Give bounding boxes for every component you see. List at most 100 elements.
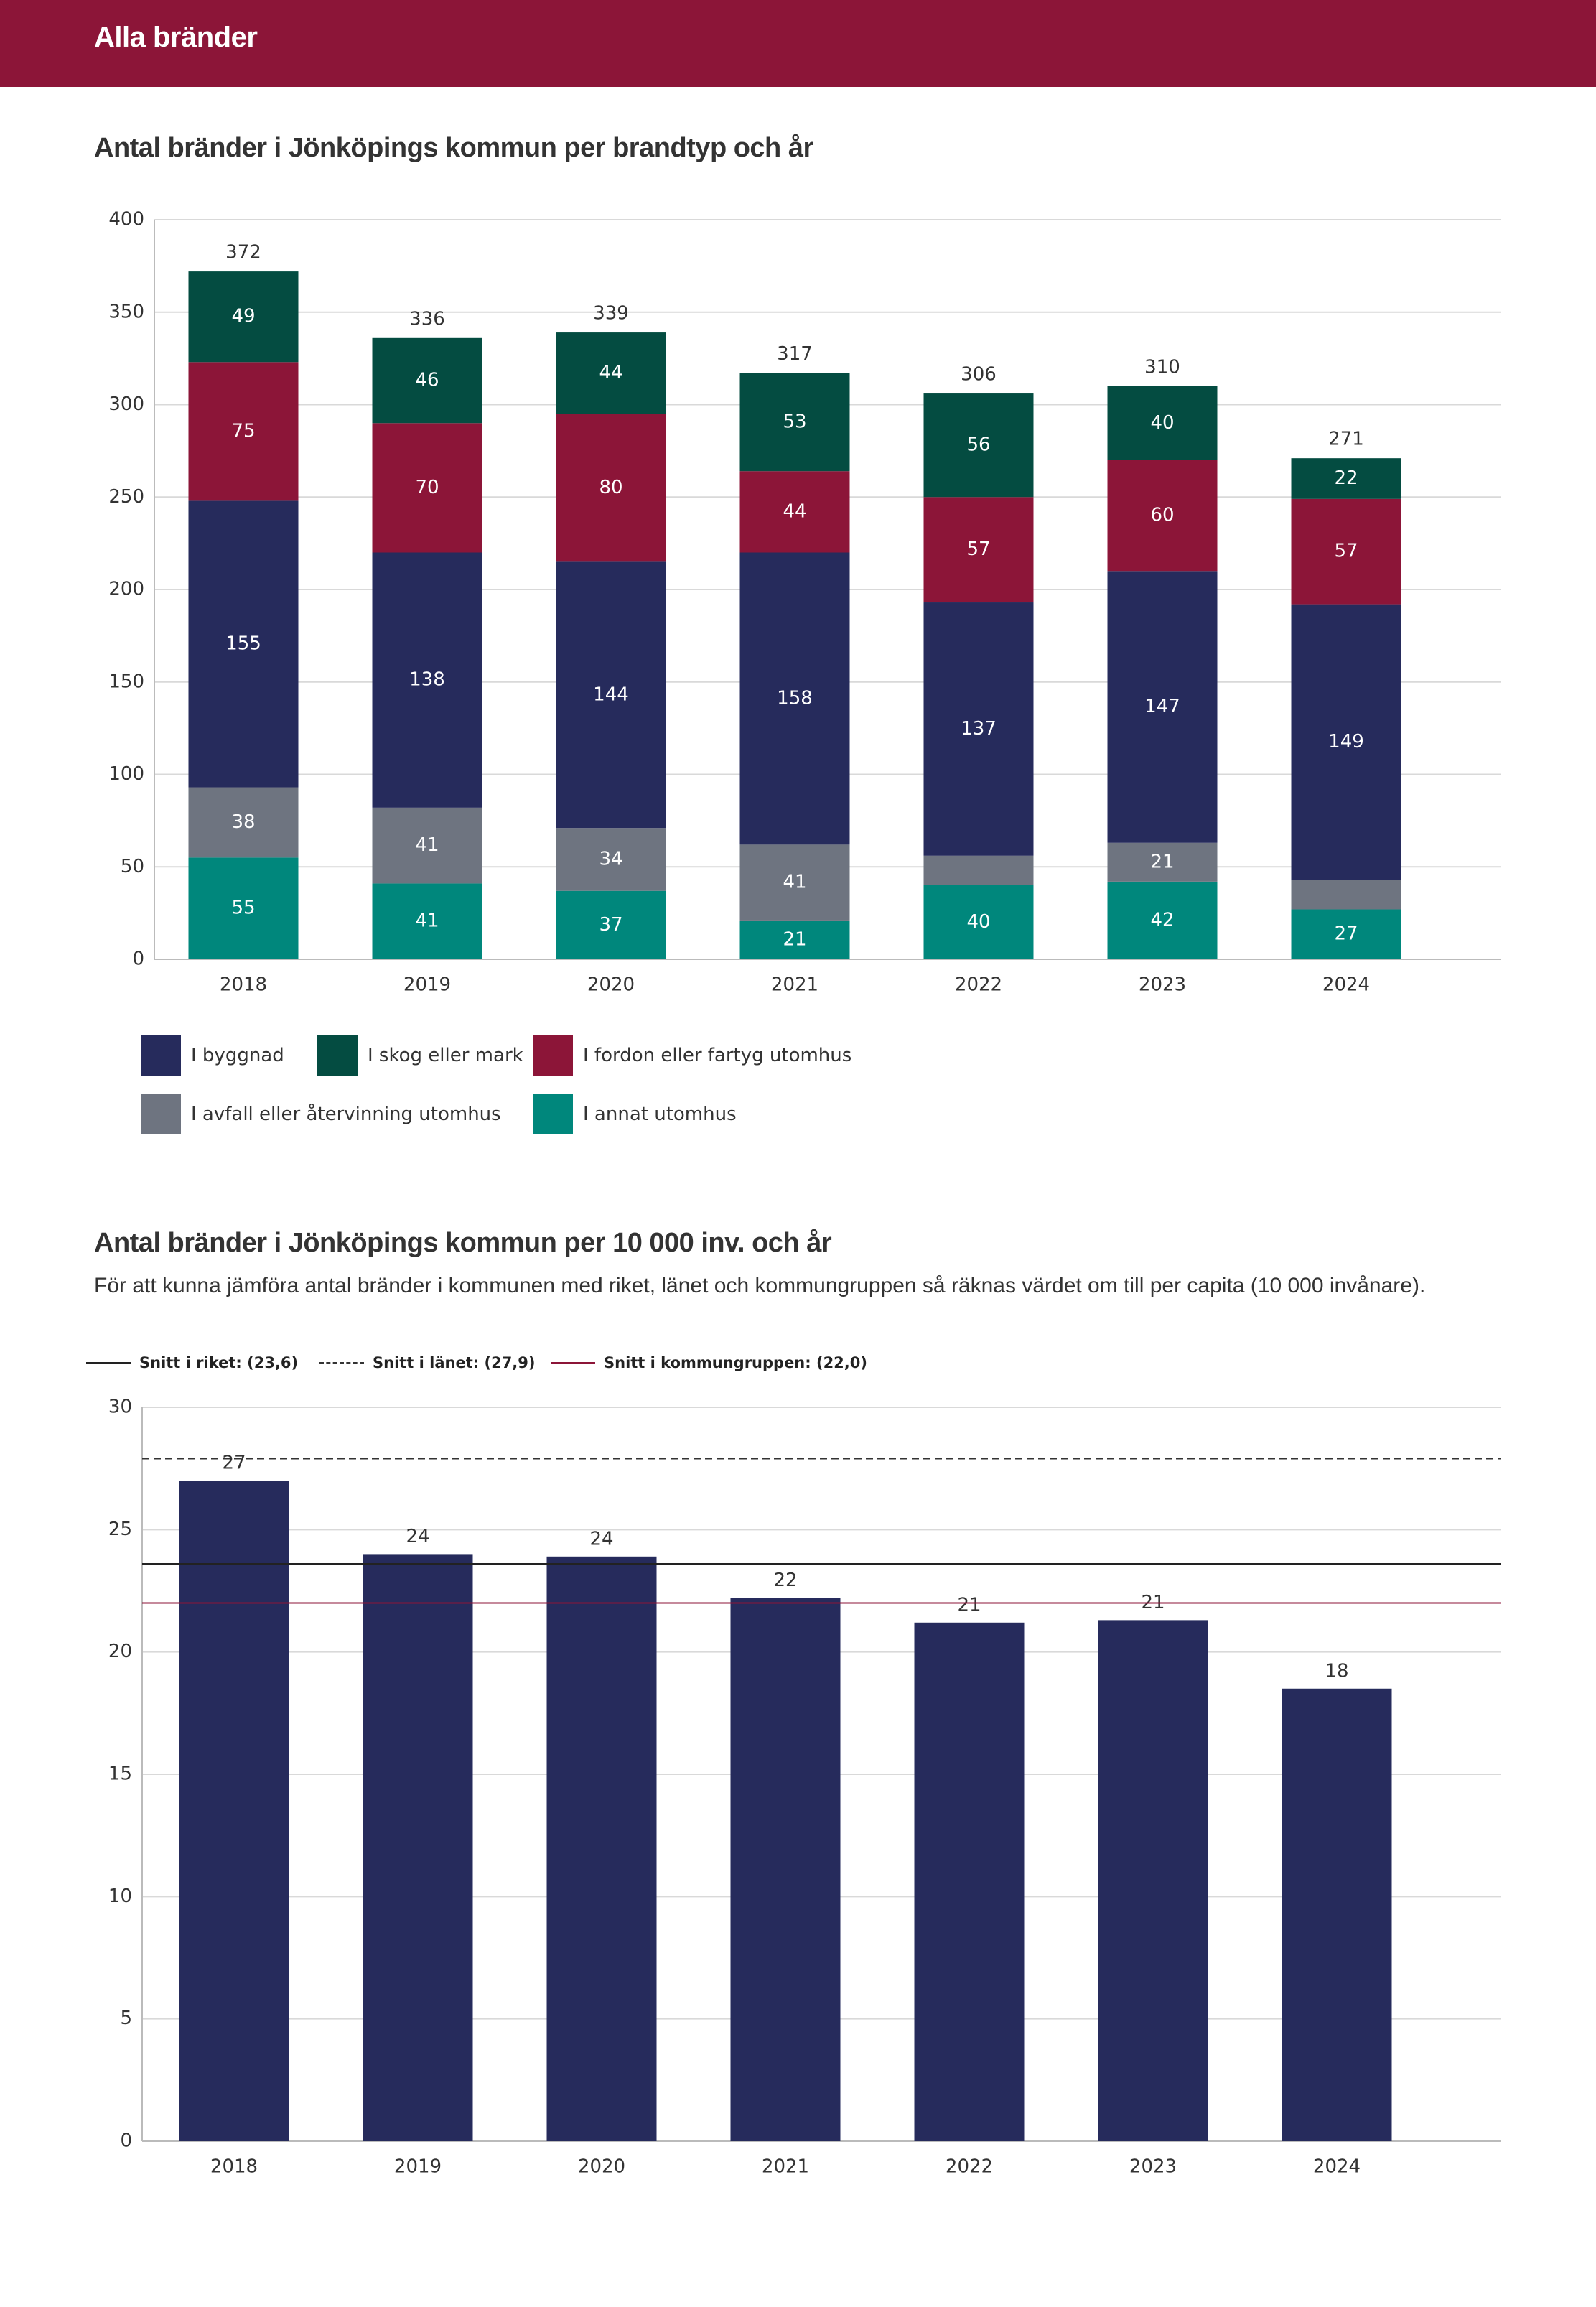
ref-legend-riket: Snitt i riket: (23,6) (86, 1352, 298, 1374)
bar-segment-skog (739, 373, 850, 472)
x-tick-label: 2024 (1313, 2156, 1361, 2178)
bar-segment-skog (556, 332, 666, 414)
y-tick-label: 100 (108, 763, 144, 785)
data-label: 40 (1150, 412, 1174, 434)
bar-segment-fordon (739, 471, 850, 553)
data-label: 42 (1150, 909, 1174, 931)
total-label: 271 (1328, 429, 1364, 450)
data-label: 70 (415, 477, 439, 498)
data-label: 22 (773, 1570, 797, 1591)
y-tick-label: 30 (108, 1397, 132, 1418)
ref-legend-line (86, 1362, 131, 1364)
x-tick-label: 2021 (762, 2156, 809, 2178)
bar-segment-byggnad (188, 500, 299, 788)
data-label: 22 (1334, 467, 1358, 489)
bar-segment-byggnad (372, 552, 482, 808)
bar-segment-avfall (372, 807, 482, 884)
data-label: 144 (593, 684, 629, 705)
bar-segment-avfall (923, 855, 1034, 885)
x-tick-label: 2020 (578, 2156, 625, 2178)
total-label: 372 (225, 242, 261, 264)
bar-segment-annat (188, 857, 299, 959)
data-label: 44 (599, 362, 622, 383)
bar (363, 1554, 473, 2141)
bar (1098, 1620, 1208, 2141)
legend-label: I skog eller mark (368, 1045, 523, 1066)
bar (179, 1481, 289, 2141)
bar-segment-annat (739, 920, 850, 959)
data-label: 137 (961, 718, 997, 740)
y-tick-label: 50 (121, 856, 144, 877)
y-tick-label: 0 (120, 2130, 132, 2152)
bar-segment-fordon (1291, 498, 1401, 605)
y-tick-label: 10 (108, 1886, 132, 1907)
bar-segment-byggnad (1107, 571, 1218, 843)
bar-segment-byggnad (923, 602, 1034, 856)
data-label: 158 (777, 687, 813, 709)
x-tick-label: 2019 (394, 2156, 442, 2178)
data-label: 56 (966, 434, 990, 456)
x-tick-label: 2018 (220, 974, 267, 996)
legend-label: I byggnad (191, 1045, 284, 1066)
data-label: 24 (589, 1528, 613, 1549)
data-label: 44 (783, 500, 806, 522)
legend-swatch (141, 1035, 181, 1076)
bar-segment-skog (1291, 458, 1401, 499)
y-tick-label: 25 (108, 1519, 132, 1540)
data-label: 155 (225, 633, 261, 654)
bar-segment-avfall (556, 828, 666, 891)
bar-segment-skog (372, 337, 482, 424)
data-label: 80 (599, 477, 622, 498)
bar-segment-byggnad (556, 561, 666, 829)
chart1-title: Antal bränder i Jönköpings kommun per br… (94, 133, 813, 163)
bar-segment-fordon (188, 362, 299, 501)
bar-segment-annat (1291, 909, 1401, 959)
bar-segment-annat (923, 885, 1034, 959)
legend-label: I fordon eller fartyg utomhus (583, 1045, 852, 1066)
ref-legend-label: Snitt i länet: (27,9) (373, 1354, 536, 1371)
x-tick-label: 2021 (771, 974, 818, 996)
x-tick-label: 2024 (1322, 974, 1370, 996)
bar (1282, 1688, 1392, 2141)
header-banner: Alla bränder (0, 0, 1596, 87)
legend-swatch (317, 1035, 358, 1076)
total-label: 310 (1144, 356, 1180, 378)
bar-segment-skog (1107, 386, 1218, 460)
y-tick-label: 5 (120, 2008, 132, 2029)
x-tick-label: 2022 (946, 2156, 993, 2178)
data-label: 38 (231, 811, 255, 833)
bar-segment-byggnad (739, 552, 850, 845)
y-tick-label: 250 (108, 486, 144, 508)
total-label: 317 (777, 343, 813, 365)
data-label: 21 (957, 1594, 981, 1616)
chart2-title: Antal bränder i Jönköpings kommun per 10… (94, 1228, 832, 1258)
data-label: 138 (409, 669, 445, 691)
bar-segment-skog (188, 271, 299, 363)
data-label: 18 (1325, 1660, 1348, 1682)
data-label: 27 (1334, 923, 1358, 945)
y-tick-label: 350 (108, 301, 144, 322)
bar-segment-annat (1107, 881, 1218, 959)
y-tick-label: 15 (108, 1763, 132, 1785)
data-label: 21 (1150, 851, 1174, 872)
data-label: 27 (222, 1453, 246, 1474)
legend-item-byggnad: I byggnad (141, 1035, 284, 1076)
y-tick-label: 150 (108, 671, 144, 692)
bar-segment-skog (923, 393, 1034, 498)
y-tick-label: 400 (108, 209, 144, 230)
bar-segment-byggnad (1291, 604, 1401, 880)
y-tick-label: 0 (132, 949, 144, 970)
bar (914, 1622, 1025, 2141)
data-label: 49 (231, 306, 255, 327)
data-label: 57 (966, 539, 990, 560)
data-label: 41 (415, 910, 439, 932)
bar (546, 1556, 657, 2141)
bar-segment-annat (556, 890, 666, 959)
bar-segment-avfall (1291, 880, 1401, 910)
ref-legend-kommungrupp: Snitt i kommungruppen: (22,0) (551, 1352, 867, 1374)
data-label: 55 (231, 898, 255, 919)
data-label: 21 (783, 928, 806, 950)
x-tick-label: 2020 (587, 974, 635, 996)
data-label: 34 (599, 848, 622, 870)
x-tick-label: 2022 (955, 974, 1002, 996)
